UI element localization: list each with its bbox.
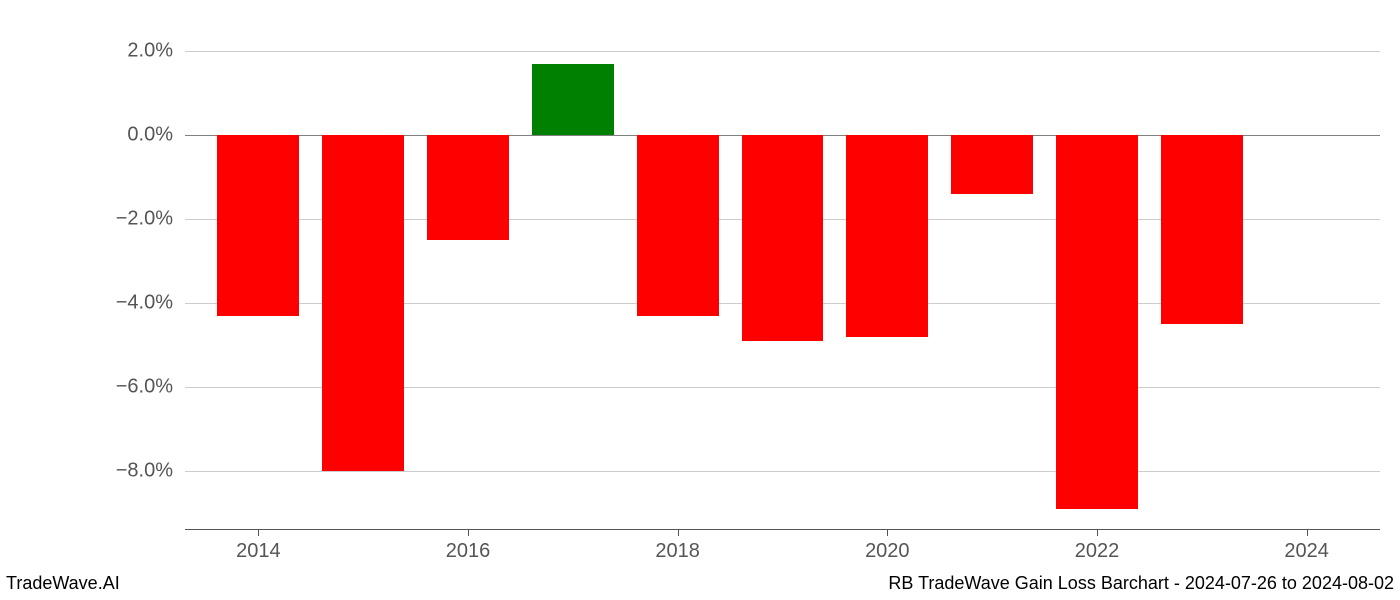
y-tick-label: −6.0% xyxy=(116,376,173,399)
x-tick-mark xyxy=(1307,530,1308,536)
x-tick-mark xyxy=(887,530,888,536)
bar-2018 xyxy=(637,135,719,316)
bar-2021 xyxy=(951,135,1033,194)
x-tick-mark xyxy=(258,530,259,536)
x-tick-mark xyxy=(678,530,679,536)
gridline xyxy=(185,51,1380,52)
y-tick-label: 0.0% xyxy=(127,124,173,147)
bar-2022 xyxy=(1056,135,1138,509)
plot-area: −8.0%−6.0%−4.0%−2.0%0.0%2.0%201420162018… xyxy=(185,30,1380,530)
bar-2017 xyxy=(532,64,614,135)
footer-caption: RB TradeWave Gain Loss Barchart - 2024-0… xyxy=(888,573,1394,594)
y-tick-label: −8.0% xyxy=(116,460,173,483)
x-tick-label: 2022 xyxy=(1075,540,1120,563)
bar-2016 xyxy=(427,135,509,240)
bar-2019 xyxy=(742,135,824,341)
gridline xyxy=(185,471,1380,472)
y-tick-label: −4.0% xyxy=(116,292,173,315)
bar-2023 xyxy=(1161,135,1243,324)
x-tick-label: 2014 xyxy=(236,540,281,563)
bar-2020 xyxy=(846,135,928,337)
chart-container: −8.0% −6.0% −4.0% −2.0% 0.0% 2.0% 2014 2016 2018… xyxy=(0,0,1400,600)
y-tick-label: −2.0% xyxy=(116,208,173,231)
bar-2015 xyxy=(322,135,404,471)
footer-brand: TradeWave.AI xyxy=(6,573,120,594)
x-tick-mark xyxy=(1097,530,1098,536)
x-axis-spine xyxy=(185,529,1380,530)
y-tick-label: 2.0% xyxy=(127,40,173,63)
x-tick-label: 2020 xyxy=(865,540,910,563)
bar-2014 xyxy=(217,135,299,316)
x-tick-label: 2018 xyxy=(655,540,700,563)
x-tick-mark xyxy=(468,530,469,536)
x-tick-label: 2024 xyxy=(1284,540,1329,563)
x-tick-label: 2016 xyxy=(446,540,491,563)
